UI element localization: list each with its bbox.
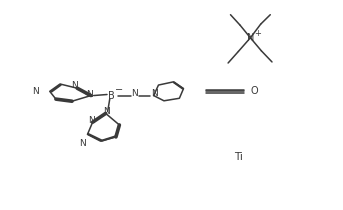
Text: O: O (250, 86, 258, 96)
Text: N: N (131, 89, 138, 98)
Text: N: N (86, 90, 93, 98)
Text: N: N (103, 107, 110, 116)
Text: N: N (88, 116, 95, 125)
Text: N: N (247, 33, 254, 43)
Text: Ti: Ti (234, 152, 243, 163)
Text: B: B (108, 91, 115, 101)
Text: N: N (32, 87, 39, 96)
Text: N: N (71, 81, 78, 90)
Text: N: N (79, 139, 86, 148)
Text: +: + (255, 29, 261, 38)
Text: N: N (151, 89, 158, 97)
Text: −: − (115, 85, 123, 95)
